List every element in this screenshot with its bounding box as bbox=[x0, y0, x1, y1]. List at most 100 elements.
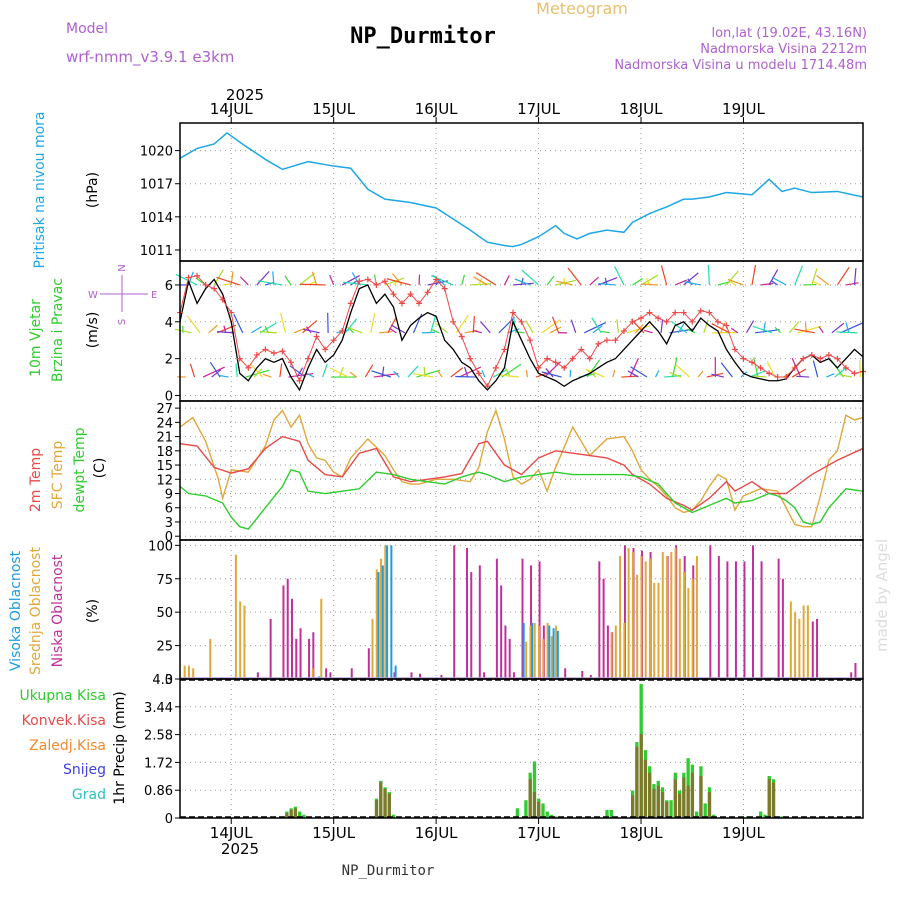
y-tick-label: 21 bbox=[156, 431, 173, 446]
cloud-high-bar bbox=[381, 565, 384, 679]
wind-arrow bbox=[480, 321, 491, 334]
legend-total-rain: Ukupna Kisa bbox=[19, 688, 106, 704]
wind-arrow bbox=[279, 363, 283, 378]
wind-arrow bbox=[346, 326, 363, 334]
wind-gust-marker bbox=[612, 337, 619, 344]
wind-arrow bbox=[507, 328, 520, 334]
wind-gust-marker bbox=[296, 377, 303, 384]
temp-dewpt-title: dewpt Temp bbox=[72, 427, 88, 512]
wind-arrow bbox=[475, 272, 497, 286]
wind-gust-marker bbox=[185, 274, 192, 281]
wind-gust-marker bbox=[501, 346, 508, 353]
cloud-low-bar bbox=[483, 672, 486, 679]
wind-arrow bbox=[845, 322, 850, 334]
wind-arrow bbox=[302, 320, 318, 334]
cloud-mid-bar bbox=[239, 601, 242, 679]
wind-gust-marker bbox=[330, 337, 337, 344]
wind-arrow bbox=[262, 373, 272, 378]
cloud-low-bar bbox=[581, 670, 584, 679]
wind-arrow bbox=[753, 375, 767, 378]
watermark: made by Angel bbox=[873, 539, 891, 652]
wind-gust-marker bbox=[595, 340, 602, 347]
elevation-label: Nadmorska Visina 2212m bbox=[700, 42, 867, 57]
cloud-mid-bar bbox=[648, 558, 651, 679]
temp-2m-line bbox=[179, 435, 864, 511]
wind-arrow bbox=[541, 319, 561, 334]
lonlat-label: lon,lat (19.02E, 43.16N) bbox=[711, 26, 867, 41]
wind-arrow bbox=[766, 361, 776, 378]
wind-arrow bbox=[551, 316, 560, 334]
cloud-low-bar bbox=[478, 565, 481, 679]
wind-arrow bbox=[797, 325, 822, 334]
legend-conv-rain: Konvek.Kisa bbox=[22, 713, 106, 729]
wind-gust-marker bbox=[774, 374, 781, 381]
wind-gust-marker bbox=[356, 278, 363, 285]
wind-arrow bbox=[687, 278, 693, 286]
wind-arrow bbox=[598, 282, 616, 286]
cloud-low-bar bbox=[440, 674, 443, 679]
wind-gust-marker bbox=[697, 307, 704, 314]
precip-conv-bar bbox=[630, 795, 635, 818]
cloud-high-bar bbox=[531, 622, 534, 679]
cloud-low-bar bbox=[419, 673, 422, 679]
wind-arrow bbox=[386, 278, 411, 286]
compass-n: N bbox=[117, 264, 128, 271]
x-tick-label-bottom: 18JUL bbox=[620, 824, 663, 842]
model-elevation-label: Nadmorska Visina u modelu 1714.48m bbox=[614, 58, 867, 73]
wind-arrow bbox=[845, 282, 859, 286]
cloud-mid-bar bbox=[542, 638, 545, 679]
wind-gust-marker bbox=[544, 355, 551, 362]
wind-arrow bbox=[669, 371, 682, 378]
wind-arrow bbox=[707, 264, 710, 285]
wind-arrow bbox=[189, 363, 196, 378]
cloud-low-bar bbox=[504, 625, 507, 679]
wind-gust-marker bbox=[407, 291, 414, 298]
precip-conv-bar bbox=[387, 793, 391, 818]
y-tick-label: 12 bbox=[156, 473, 173, 488]
wind-arrow bbox=[670, 320, 688, 334]
model-value: wrf-nmm_v3.9.1 e3km bbox=[66, 48, 234, 67]
cloud-low-bar bbox=[623, 545, 626, 679]
wind-arrow bbox=[343, 281, 368, 286]
cloud-mid-bar bbox=[533, 622, 536, 679]
precip-conv-bar bbox=[643, 759, 648, 818]
y-tick-label: 15 bbox=[156, 459, 173, 474]
wind-arrow bbox=[545, 368, 554, 378]
y-tick-label: 4.3 bbox=[152, 673, 173, 688]
wind-arrow bbox=[330, 367, 349, 378]
wind-arrow bbox=[235, 363, 238, 378]
precip-total-bar bbox=[524, 800, 528, 818]
wind-gust-marker bbox=[552, 359, 559, 366]
y-tick-label: 2 bbox=[165, 353, 173, 368]
x-tick-label-bottom: 14JUL bbox=[210, 824, 253, 842]
wind-arrow bbox=[655, 370, 660, 378]
y-tick-label: 1020 bbox=[140, 145, 173, 160]
wind-arrow bbox=[407, 365, 419, 378]
wind-gust-marker bbox=[714, 318, 721, 325]
wind-gust-marker bbox=[646, 309, 653, 316]
y-tick-label: 27 bbox=[156, 402, 173, 417]
pressure-line bbox=[179, 131, 864, 248]
wind-gust-marker bbox=[211, 285, 218, 292]
y-tick-label: 100 bbox=[148, 539, 173, 554]
wind-arrow bbox=[660, 319, 664, 333]
wind-arrow bbox=[379, 330, 393, 334]
precip-total-bar bbox=[545, 811, 549, 818]
wind-gust-marker bbox=[202, 281, 209, 288]
wind-arrow bbox=[514, 278, 531, 286]
x-tick-label-top: 19JUL bbox=[722, 100, 765, 118]
wind-arrow bbox=[217, 331, 235, 334]
cloud-low-bar bbox=[312, 632, 315, 679]
cloud-mid-bar bbox=[311, 668, 314, 679]
x-tick-label-top: 15JUL bbox=[312, 100, 355, 118]
precip-total-bar bbox=[669, 800, 673, 818]
cloud-low-bar bbox=[598, 561, 601, 679]
temp-sfc-line bbox=[179, 408, 864, 528]
wind-arrow bbox=[600, 330, 610, 334]
wind-arrow bbox=[725, 270, 739, 286]
wind-arrow bbox=[233, 313, 244, 334]
y-tick-label: 0 bbox=[165, 530, 173, 545]
precip-total-bar bbox=[391, 814, 396, 818]
cloud-low-bar bbox=[734, 561, 737, 679]
